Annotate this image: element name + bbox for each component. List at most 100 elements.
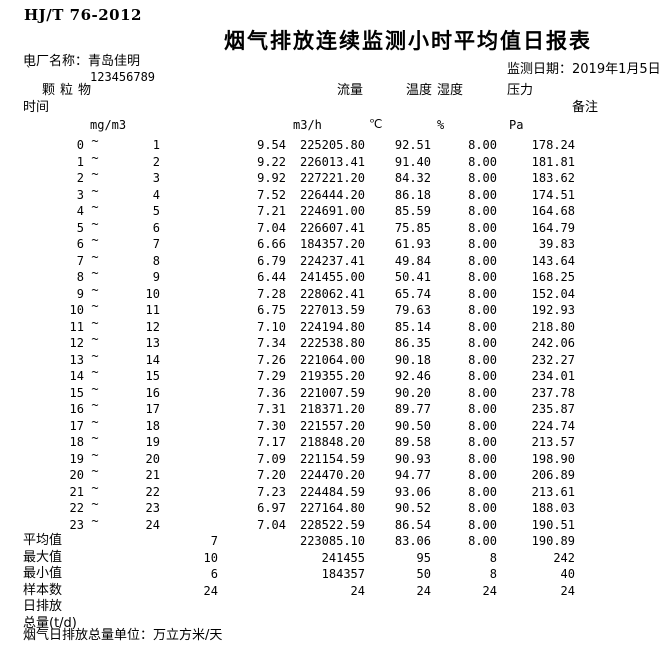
pressure-value: 181.81 <box>531 154 575 169</box>
pressure-value: 183.62 <box>531 171 575 185</box>
pressure-value: 164.79 <box>531 220 575 235</box>
hour-start-value: 10 <box>69 303 84 317</box>
pm-value: 6.75 <box>257 303 286 317</box>
hour-end-value: 16 <box>145 385 160 400</box>
summary-flow-value: 223085.10 <box>299 534 365 548</box>
flow-value: 222538.80 <box>299 336 365 350</box>
pressure-value: 164.68 <box>531 204 575 218</box>
summary-row-label: 平均值 <box>23 533 63 548</box>
hour-end-value: 2 <box>152 154 160 169</box>
tilde-separator: ~ <box>91 447 99 462</box>
pm-value: 7.04 <box>257 220 286 235</box>
humidity-value: 8.00 <box>468 352 497 367</box>
pm-value: 9.54 <box>257 138 286 152</box>
pressure-value: 39.83 <box>538 237 575 251</box>
humidity-value: 8.00 <box>468 303 497 317</box>
temp-value: 86.54 <box>394 517 431 532</box>
hour-start-value: 21 <box>69 484 84 499</box>
pressure-value: 235.87 <box>531 402 575 416</box>
humidity-value: 8.00 <box>468 418 497 433</box>
hour-start-value: 7 <box>76 253 84 268</box>
humidity-value: 8.00 <box>468 220 497 235</box>
unit-pressure: Pa <box>509 118 524 132</box>
summary-pressure-value: 24 <box>560 583 575 598</box>
tilde-separator: ~ <box>91 365 99 379</box>
pm-value: 7.17 <box>257 435 286 449</box>
temp-value: 85.59 <box>394 204 431 218</box>
summary-flow-value: 184357 <box>321 567 365 581</box>
humidity-value: 8.00 <box>468 187 497 202</box>
summary-row-label: 样本数 <box>23 582 63 598</box>
pressure-value: 152.04 <box>531 286 575 301</box>
tilde-separator: ~ <box>91 183 99 198</box>
pressure-value: 237.78 <box>531 385 575 400</box>
flow-value: 228522.59 <box>299 517 365 532</box>
summary-temp-value: 95 <box>416 550 431 565</box>
table-row: 5 ~ 6 7.04 226607.41 75.85 8.00 164.79 <box>0 217 672 237</box>
summary-temp-value: 24 <box>416 583 431 598</box>
hour-start-value: 14 <box>69 369 84 383</box>
summary-pressure-value: 190.89 <box>531 534 575 548</box>
hour-start-value: 9 <box>76 286 84 301</box>
table-row: 20 ~ 21 7.20 224470.20 94.77 8.00 206.89 <box>0 464 672 484</box>
humidity-value: 8.00 <box>468 435 497 449</box>
tilde-separator: ~ <box>91 200 99 214</box>
hour-end-value: 13 <box>145 336 160 350</box>
pm-value: 7.21 <box>257 204 286 218</box>
pm-value: 7.34 <box>257 336 286 350</box>
flow-value: 219355.20 <box>299 369 365 383</box>
hour-start-value: 6 <box>76 237 84 251</box>
summary-pressure-value: 40 <box>560 567 575 581</box>
summary-row-label: 最大值 <box>23 549 63 565</box>
monitor-date-label: 监测日期：2019年1月5日 <box>507 62 661 77</box>
pm-value: 6.97 <box>257 501 286 515</box>
flow-value: 184357.20 <box>299 237 365 251</box>
column-header-pm: 颗粒物 <box>42 83 97 98</box>
tilde-separator: ~ <box>91 480 99 495</box>
table-row: 2 ~ 3 9.92 227221.20 84.32 8.00 183.62 <box>0 167 672 187</box>
tick-mark: ` <box>25 64 33 78</box>
hour-end-value: 21 <box>145 468 160 482</box>
summary-row-label: 最小值 <box>23 566 63 581</box>
flow-value: 224194.80 <box>299 319 365 334</box>
hour-end-value: 19 <box>145 435 160 449</box>
pressure-value: 174.51 <box>531 187 575 202</box>
table-row: 21 ~ 22 7.23 224484.59 93.06 8.00 213.61 <box>0 481 672 501</box>
tilde-separator: ~ <box>91 431 99 445</box>
hour-start-value: 8 <box>76 270 84 284</box>
tilde-separator: ~ <box>91 315 99 330</box>
column-header-time: 时间 <box>23 100 50 115</box>
temp-value: 90.93 <box>394 451 431 466</box>
summary-flow-value: 241455 <box>321 550 365 565</box>
table-row: 19 ~ 20 7.09 221154.59 90.93 8.00 198.90 <box>0 448 672 468</box>
pm-value: 7.28 <box>257 286 286 301</box>
humidity-value: 8.00 <box>468 517 497 532</box>
unit-pm: mg/m3 <box>90 118 127 132</box>
column-header-pressure: 压力 <box>507 83 534 98</box>
temp-value: 91.40 <box>394 154 431 169</box>
column-header-remark: 备注 <box>572 100 599 115</box>
hour-end-value: 1 <box>152 138 160 152</box>
humidity-value: 8.00 <box>468 369 497 383</box>
pressure-value: 188.03 <box>531 501 575 515</box>
summary-humidity-value: 24 <box>482 583 497 598</box>
humidity-value: 8.00 <box>468 270 497 284</box>
summary-row: 日排放 <box>0 599 672 616</box>
flow-value: 227164.80 <box>299 501 365 515</box>
hour-start-value: 23 <box>69 517 84 532</box>
tilde-separator: ~ <box>91 513 99 528</box>
table-row: 11 ~ 12 7.10 224194.80 85.14 8.00 218.80 <box>0 316 672 336</box>
flow-value: 221007.59 <box>299 385 365 400</box>
pressure-value: 224.74 <box>531 418 575 433</box>
table-row: 12 ~ 13 7.34 222538.80 86.35 8.00 242.06 <box>0 332 672 352</box>
pressure-value: 218.80 <box>531 319 575 334</box>
flow-value: 221557.20 <box>299 418 365 433</box>
tilde-separator: ~ <box>91 414 99 429</box>
temp-value: 89.58 <box>394 435 431 449</box>
summary-temp-value: 83.06 <box>394 534 431 548</box>
hour-end-value: 14 <box>145 352 160 367</box>
table-row: 3 ~ 4 7.52 226444.20 86.18 8.00 174.51 <box>0 184 672 204</box>
summary-row: 样本数 24 24 24 24 24 <box>0 583 672 600</box>
column-header-flow: 流量 <box>337 83 364 98</box>
